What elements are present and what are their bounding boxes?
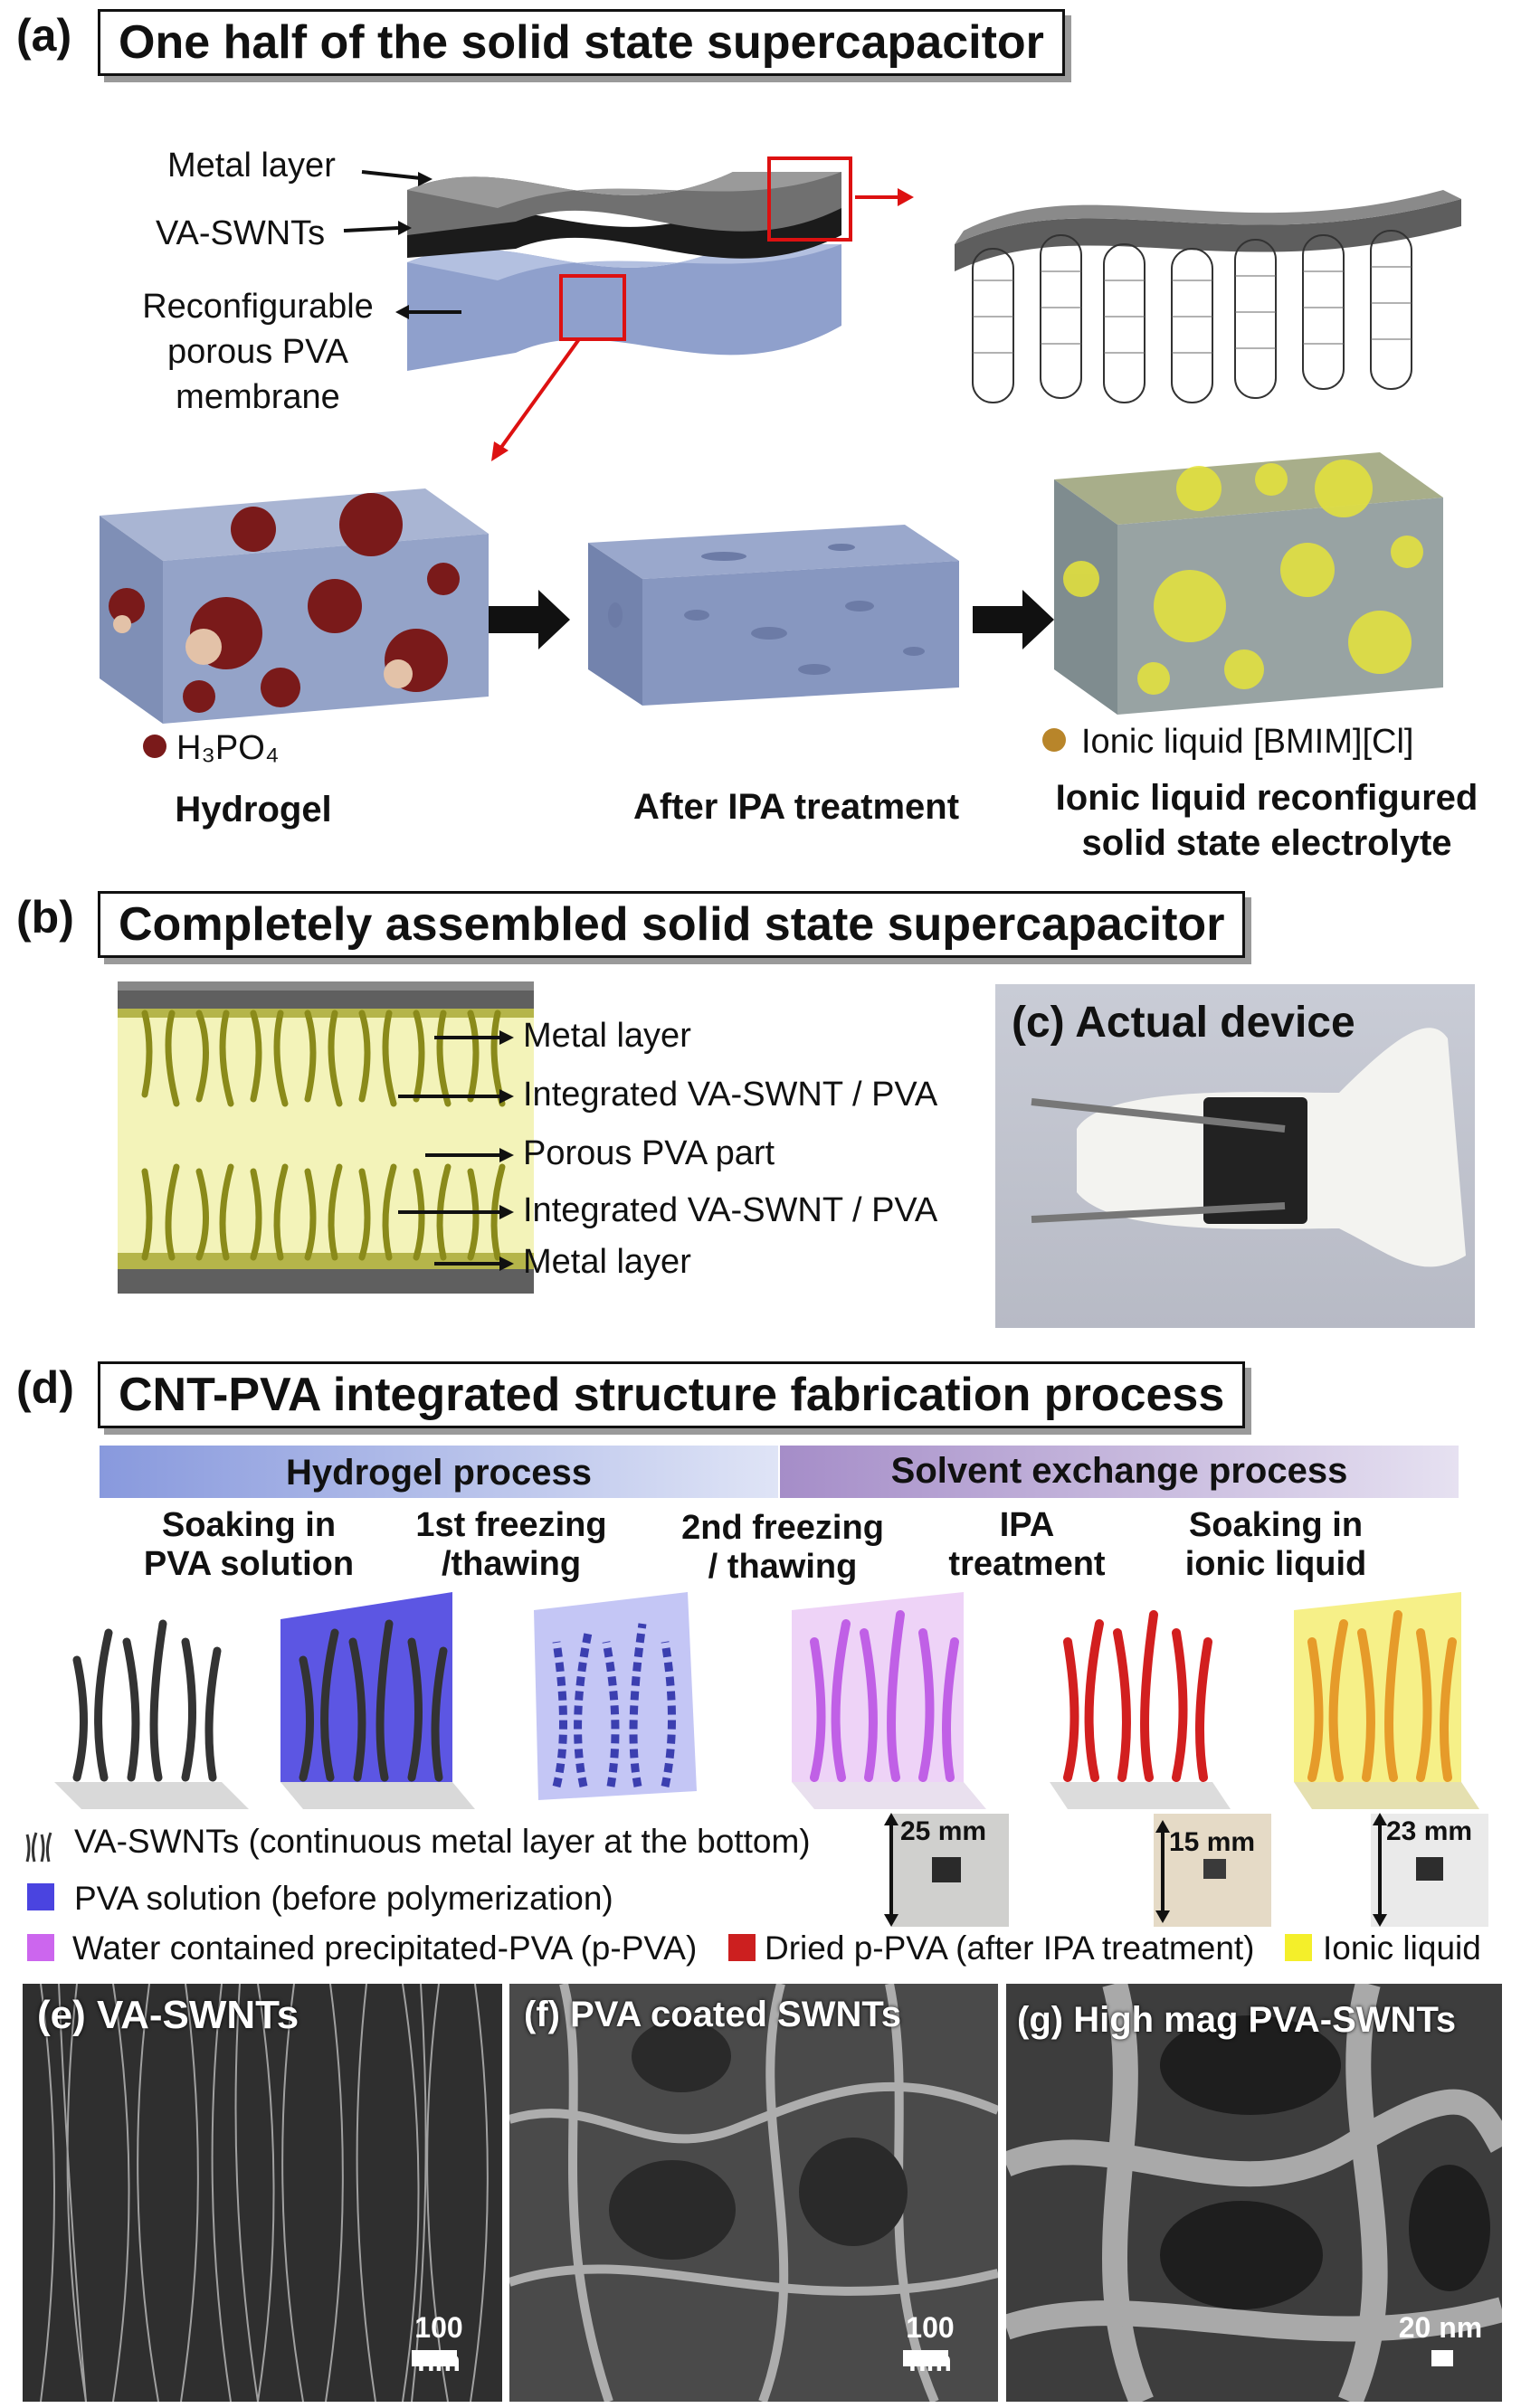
panel-c-title: (c) Actual device xyxy=(1012,999,1355,1047)
step-1-line-2: PVA solution xyxy=(143,1545,355,1583)
b-layer-3: Porous PVA part xyxy=(523,1134,775,1172)
fabrication-steps-illustration xyxy=(54,1592,1479,1809)
stage-hydrogel-label: Hydrogel xyxy=(175,790,332,830)
legend-pva-solution-swatch xyxy=(27,1883,54,1910)
h3po4-label: H₃PO₄ xyxy=(176,729,280,767)
stage-ipa-label: After IPA treatment xyxy=(632,787,960,827)
sem-f-scale-text: 100 nm xyxy=(906,2311,955,2377)
actual-device-photo: (c) Actual device xyxy=(995,984,1475,1328)
legend-dried-ppva-swatch xyxy=(728,1934,756,1961)
sem-f-scale-bar xyxy=(903,2350,948,2366)
legend-dried-ppva: Dried p-PVA (after IPA treatment) xyxy=(765,1929,1255,1967)
hydrogel-process-bar xyxy=(100,1446,778,1498)
step-5-line-2: ionic liquid xyxy=(1184,1545,1367,1583)
step-4-line-1: IPA xyxy=(999,1506,1055,1544)
photo-ipa-25mm xyxy=(891,1814,1009,1927)
sem-e-label: (e) VA-SWNTs xyxy=(37,1993,299,2037)
step-1-line-1: Soaking in xyxy=(161,1506,337,1544)
zoom-arrows xyxy=(343,170,914,461)
photo-size-15: 15 mm xyxy=(1169,1827,1256,1857)
photo-dried-15mm xyxy=(1154,1814,1271,1927)
zoom-box-bottom xyxy=(559,274,626,341)
panel-a-label: (a) xyxy=(16,10,72,61)
sem-g-scale-bar xyxy=(1431,2350,1453,2366)
label-membrane: membrane xyxy=(176,378,340,416)
panel-d-label: (d) xyxy=(16,1362,74,1413)
b-layer-1: Metal layer xyxy=(523,1017,691,1055)
sem-g-scale-text: 20 nm xyxy=(1398,2311,1483,2344)
sem-panel-f: (f) PVA coated SWNTs 100 nm xyxy=(509,1984,998,2402)
photo-ionic-23mm xyxy=(1371,1814,1488,1927)
ionic-liquid-bullet xyxy=(1042,728,1066,752)
stage-ionic-label-2: solid state electrolyte xyxy=(1081,823,1452,863)
legend-ppva-swatch xyxy=(27,1934,54,1961)
layer-stack-illustration xyxy=(407,156,852,371)
step-3-line-2: / thawing xyxy=(708,1548,858,1586)
step-3-line-1: 2nd freezing xyxy=(681,1509,884,1547)
hydrogel-block xyxy=(100,488,489,724)
nanotube-array-illustration xyxy=(955,190,1461,403)
zoom-box-top xyxy=(767,156,852,242)
photo-size-arrows xyxy=(884,1813,1387,1927)
panel-a-title: One half of the solid state supercapacit… xyxy=(98,9,1065,76)
sem-g-label: (g) High mag PVA-SWNTs xyxy=(1017,2000,1457,2040)
step-2-line-2: /thawing xyxy=(441,1545,582,1583)
b-layer-2: Integrated VA-SWNT / PVA xyxy=(523,1076,938,1114)
solvent-exchange-bar xyxy=(780,1446,1459,1498)
sem-panel-g: (g) High mag PVA-SWNTs 20 nm xyxy=(1006,1984,1502,2402)
sem-f-label: (f) PVA coated SWNTs xyxy=(524,1995,902,2034)
photo-size-25: 25 mm xyxy=(900,1816,987,1846)
hydrogel-process-label: Hydrogel process xyxy=(286,1453,592,1493)
va-swnt-legend-icon xyxy=(25,1832,52,1863)
label-porous-pva: porous PVA xyxy=(167,333,348,371)
panel-d-title: CNT-PVA integrated structure fabrication… xyxy=(98,1361,1246,1428)
panel-b-label: (b) xyxy=(16,892,74,943)
legend-va-swnts: VA-SWNTs (continuous metal layer at the … xyxy=(74,1823,811,1860)
solvent-exchange-label: Solvent exchange process xyxy=(890,1451,1348,1491)
step-4-line-2: treatment xyxy=(948,1545,1106,1583)
label-metal-layer-a: Metal layer xyxy=(167,147,336,185)
process-arrows-a xyxy=(489,590,1054,649)
assembled-supercapacitor-illustration xyxy=(118,981,534,1294)
b-layer-4: Integrated VA-SWNT / PVA xyxy=(523,1191,938,1229)
sem-e-scale-bar xyxy=(412,2350,457,2366)
panel-b-title: Completely assembled solid state superca… xyxy=(98,891,1246,958)
legend-ionic-liquid: Ionic liquid xyxy=(1323,1929,1481,1967)
photo-size-23: 23 mm xyxy=(1386,1816,1473,1846)
panel-b-arrows xyxy=(398,1030,514,1271)
h3po4-bullet xyxy=(143,735,166,758)
legend-pva-solution: PVA solution (before polymerization) xyxy=(74,1880,613,1917)
b-layer-5: Metal layer xyxy=(523,1243,691,1281)
sem-e-scale-text: 100 nm xyxy=(414,2311,463,2377)
label-reconfigurable: Reconfigurable xyxy=(142,288,374,326)
step-5-line-1: Soaking in xyxy=(1188,1506,1364,1544)
stage-ionic-label-1: Ionic liquid reconfigured xyxy=(1055,778,1478,818)
legend-ppva: Water contained precipitated-PVA (p-PVA) xyxy=(72,1929,698,1967)
ionic-liquid-block xyxy=(1054,452,1443,715)
ionic-liquid-label: Ionic liquid [BMIM][Cl] xyxy=(1081,723,1414,761)
label-va-swnts-a: VA-SWNTs xyxy=(156,214,326,252)
sem-panel-e: (e) VA-SWNTs 100 nm xyxy=(23,1984,502,2402)
ipa-block xyxy=(588,525,959,706)
legend-ionic-liquid-swatch xyxy=(1285,1934,1312,1961)
step-2-line-1: 1st freezing xyxy=(415,1506,607,1544)
